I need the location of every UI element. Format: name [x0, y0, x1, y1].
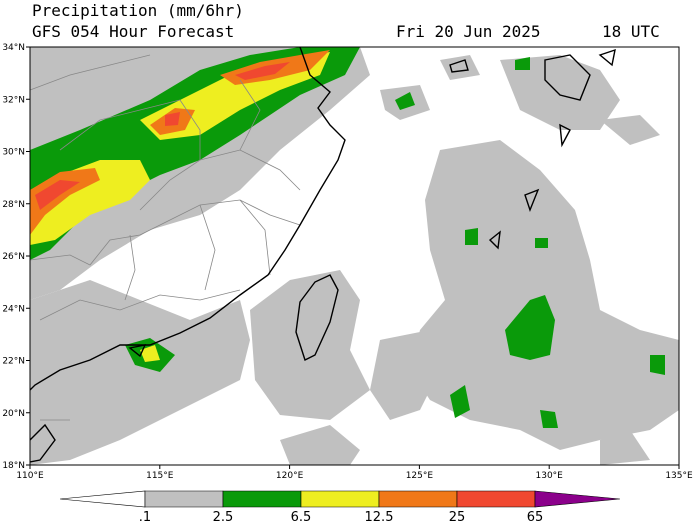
colorbar-segment — [378, 490, 458, 508]
subtitle: GFS 054 Hour Forecast — [32, 22, 234, 41]
lat-label: 20°N — [2, 409, 25, 419]
colorbar-label: .1 — [139, 510, 151, 525]
colorbar-segment — [144, 490, 224, 508]
lat-label: 28°N — [2, 200, 25, 210]
colorbar-label: 2.5 — [213, 510, 234, 525]
colorbar-segment — [300, 490, 380, 508]
date: Fri 20 Jun 2025 — [396, 22, 541, 41]
colorbar-segment — [222, 490, 302, 508]
lat-label: 24°N — [2, 304, 25, 314]
colorbar-label: 12.5 — [365, 510, 394, 525]
title: Precipitation (mm/6hr) — [32, 1, 244, 20]
lon-label: 130°E — [536, 471, 564, 481]
map-area — [30, 47, 679, 465]
lon-label: 125°E — [406, 471, 434, 481]
intense-rain — [35, 62, 290, 210]
colorbar: .1 2.5 6.5 12.5 25 65 — [59, 490, 621, 525]
colorbar-label: 6.5 — [291, 510, 312, 525]
coastline — [30, 47, 616, 463]
lat-label: 30°N — [2, 148, 25, 158]
lon-label: 120°E — [276, 471, 304, 481]
lon-label: 135°E — [665, 471, 693, 481]
borders — [30, 54, 301, 421]
lat-label: 34°N — [2, 43, 25, 53]
colorbar-label: 65 — [527, 510, 544, 525]
lon-label: 110°E — [16, 471, 44, 481]
lat-label: 26°N — [2, 252, 25, 262]
colorbar-label: 25 — [449, 510, 466, 525]
longitude-axis: 110°E 115°E 120°E 125°E 130°E 135°E — [16, 465, 693, 481]
time: 18 UTC — [602, 22, 660, 41]
latitude-axis: 34°N 32°N 30°N 28°N 26°N 24°N 22°N 20°N 18°N — [2, 43, 30, 471]
lat-label: 22°N — [2, 357, 25, 367]
moderate-rain — [30, 47, 665, 428]
colorbar-segment — [456, 490, 536, 508]
lat-label: 18°N — [2, 461, 25, 471]
colorbar-segment — [59, 490, 146, 508]
lat-label: 32°N — [2, 95, 25, 105]
lon-label: 115°E — [146, 471, 174, 481]
colorbar-segment — [534, 490, 621, 508]
